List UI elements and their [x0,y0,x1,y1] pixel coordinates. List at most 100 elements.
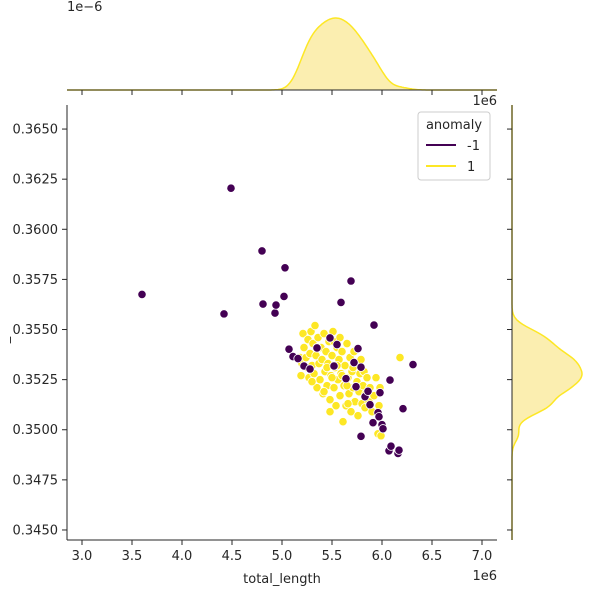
scatter-point [271,300,281,310]
scatter-point [329,383,339,393]
top-marginal-panel: 1e−6 1e6 [67,0,497,109]
scatter-point [356,362,366,372]
y-tick-label: 0.3575 [13,273,59,288]
scatter-point [394,445,404,455]
scatter-point [270,308,280,318]
y-tick-label: 0.3600 [13,223,59,238]
scatter-point [327,350,337,361]
scatter-point [346,407,356,417]
scatter-point [385,375,395,385]
right-marginal-panel [507,105,583,540]
scatter-point [341,374,351,384]
x-tick-label: 5.0 [272,549,293,564]
scatter-point [353,411,363,421]
scatter-point [310,320,320,331]
scatter-point [305,364,315,374]
y-axis-ticks: 0.3450 0.3475 0.3500 0.3525 0.3550 0.3575 0.36… [13,123,67,538]
scatter-point [369,320,379,330]
x-tick-label: 4.5 [222,549,243,564]
scatter-point [336,297,346,308]
y-axis-label: _ [0,336,12,344]
y-tick-label: 0.3500 [13,423,59,438]
scatter-point [325,395,335,405]
scatter-point [398,404,408,414]
scatter-point [375,388,385,398]
top-marginal-offset-text: 1e−6 [67,0,102,15]
top-marginal-axis-offset-text: 1e6 [472,94,497,109]
scatter-point [257,246,267,256]
scatter-point [284,344,294,354]
scatter-point [340,360,350,371]
scatter-point [319,387,329,397]
scatter-point [356,431,366,441]
scatter-point [307,377,317,387]
scatter-point [325,333,335,343]
scatter-point [338,417,348,427]
scatter-point [368,418,378,428]
right-marginal-kde-fill [512,105,582,540]
y-tick-label: 0.3650 [13,123,59,138]
y-tick-label: 0.3550 [13,323,59,338]
x-tick-label: 6.5 [422,549,443,564]
scatter-points-layer [137,183,418,459]
scatter-point [374,412,384,422]
scatter-point [386,441,396,451]
scatter-point [279,291,289,302]
scatter-point [335,391,345,401]
scatter-point [346,276,356,286]
x-tick-label: 4.0 [172,549,193,564]
scatter-point [378,424,388,434]
scatter-point [349,357,359,368]
x-axis-label: total_length [243,572,321,587]
legend-title: anomaly [426,118,482,133]
scatter-point [137,289,147,300]
y-tick-label: 0.3525 [13,373,59,388]
scatter-point [280,263,290,273]
scatter-point [351,382,361,392]
scatter-point [293,353,303,364]
x-tick-label: 3.5 [122,549,143,564]
x-tick-label: 5.5 [322,549,343,564]
top-marginal-kde-line [67,17,497,91]
scatter-point [331,401,341,411]
scatter-point [312,383,322,393]
x-axis-ticks: 3.0 3.5 4.0 4.5 5.0 5.5 6.0 6.5 7.0 [72,540,493,564]
scatter-point [329,361,339,371]
main-plot-area: 3.0 3.5 4.0 4.5 5.0 5.5 6.0 6.5 7.0 0.3450 0.3475… [0,105,497,587]
scatter-point [371,373,381,383]
top-marginal-kde-fill [67,18,497,90]
scatter-point [365,400,375,410]
scatter-point [363,386,373,396]
scatter-point [296,371,306,381]
right-marginal-ticks [507,128,512,531]
scatter-point [325,407,335,417]
scatter-point [219,309,229,319]
y-tick-label: 0.3450 [13,523,59,538]
top-marginal-ticks [81,90,483,95]
x-tick-label: 6.0 [372,549,393,564]
scatter-point [315,375,325,385]
x-tick-label: 3.0 [72,549,93,564]
scatter-point [342,338,352,349]
scatter-point [362,373,372,383]
legend-entry-pos1: 1 [467,160,475,175]
scatter-point [343,399,353,409]
scatter-point [258,299,268,309]
scatter-point [408,359,418,370]
legend: anomaly -1 1 [417,111,491,181]
x-tick-label: 7.0 [472,549,493,564]
y-tick-label: 0.3475 [13,473,59,488]
y-tick-label: 0.3625 [13,173,59,188]
scatter-point [353,343,363,354]
legend-entry-neg1: -1 [467,139,480,154]
scatter-point [395,352,405,363]
scatter-point [299,342,309,353]
x-axis-offset-text: 1e6 [472,569,497,584]
scatter-point [332,339,342,350]
scatter-point [312,343,322,353]
scatter-point [337,346,347,357]
right-marginal-kde-line [511,105,583,540]
scatter-point [226,183,236,193]
scatter-point [327,373,337,383]
